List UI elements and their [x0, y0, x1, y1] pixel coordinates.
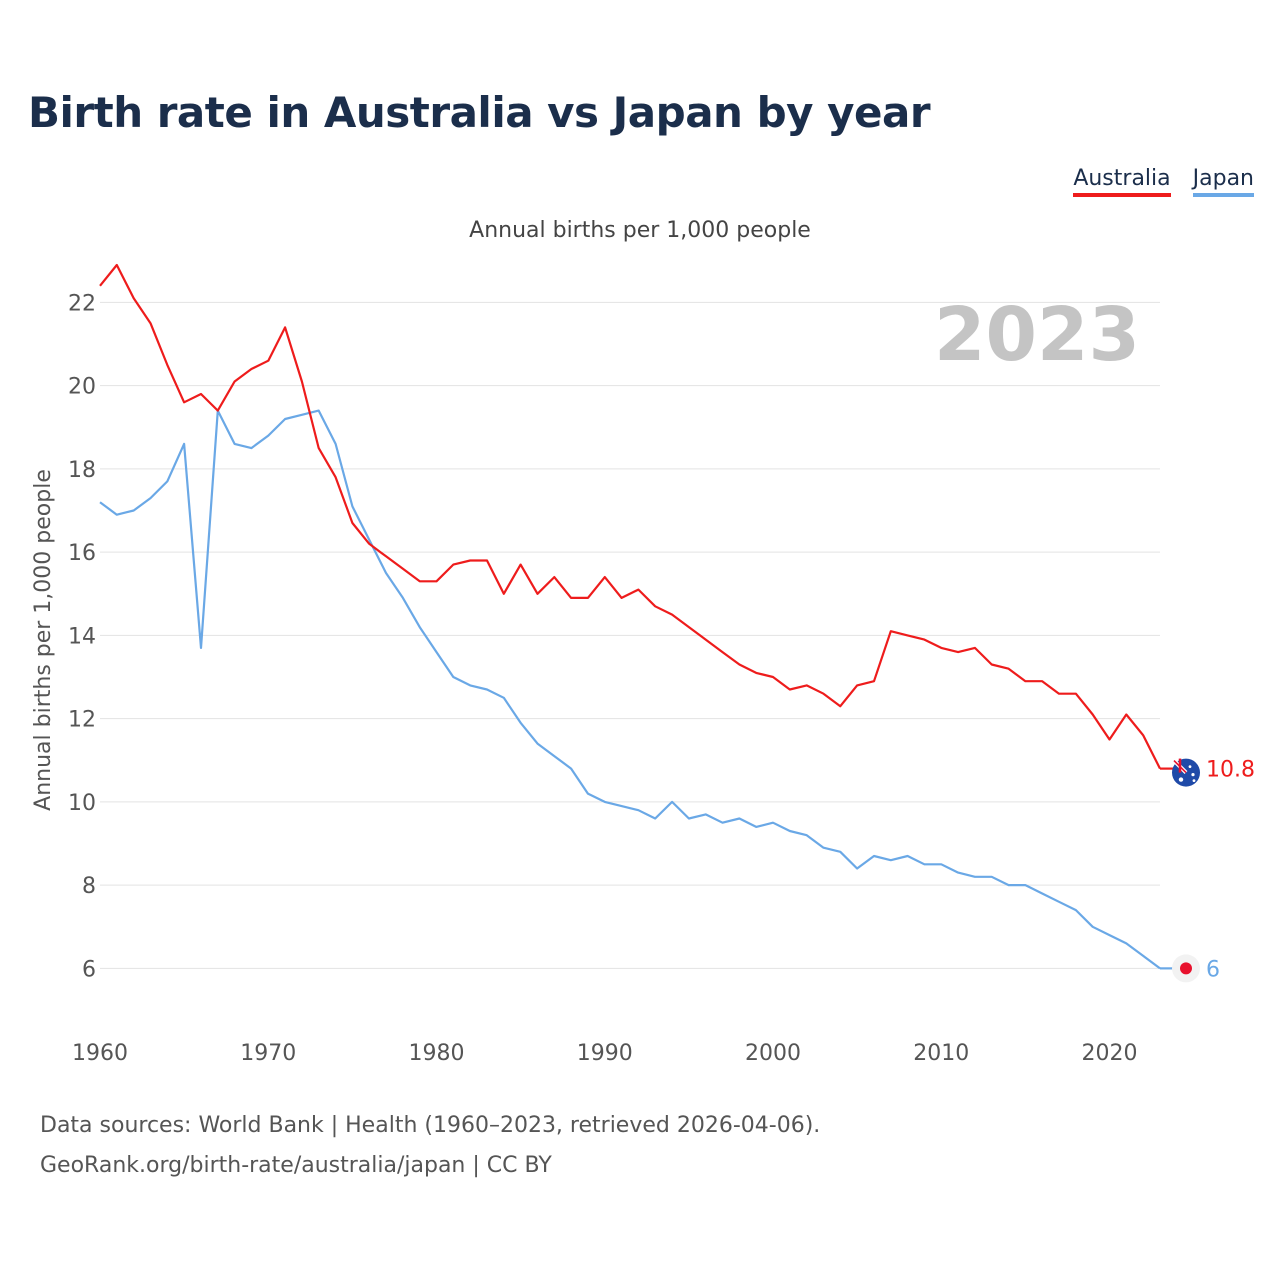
x-tick-label-1960: 1960: [72, 1041, 128, 1066]
end-value-label-japan: 6: [1206, 957, 1220, 982]
year-watermark: 2023: [934, 292, 1140, 378]
flag-star: [1188, 765, 1192, 768]
footer: Data sources: World Bank | Health (1960–…: [40, 1106, 820, 1186]
footer-sources: Data sources: World Bank | Health (1960–…: [40, 1113, 821, 1138]
australia-flag-icon: [1172, 758, 1200, 787]
legend-item-japan[interactable]: Japan: [1192, 166, 1254, 197]
x-tick-label-2020: 2020: [1082, 1041, 1138, 1066]
legend-item-australia[interactable]: Australia: [1073, 166, 1171, 197]
line-chart: 2023 6 8 10 12 14 16 18 20 22 1960 1970 1980 1990 20…: [31, 263, 1255, 1066]
end-value-label-australia: 10.8: [1206, 758, 1255, 783]
legend: Australia Japan: [1073, 166, 1254, 197]
y-tick-label-6: 6: [82, 957, 96, 982]
x-tick-label-1980: 1980: [409, 1041, 465, 1066]
x-tick-label-1990: 1990: [577, 1041, 633, 1066]
chart-title: Birth rate in Australia vs Japan by year: [28, 88, 931, 137]
y-tick-label-22: 22: [68, 291, 96, 316]
x-tick-label-1970: 1970: [240, 1041, 296, 1066]
footer-link[interactable]: GeoRank.org/birth-rate/australia/japan |…: [40, 1153, 552, 1178]
flag-star: [1178, 777, 1184, 782]
y-tick-label-20: 20: [68, 375, 96, 400]
series-line-australia: [99, 263, 1161, 770]
japan-flag-icon: [1172, 954, 1200, 983]
series-line-japan: [99, 409, 1161, 970]
flag-sun: [1180, 962, 1192, 975]
x-tick-label-2000: 2000: [745, 1041, 801, 1066]
flag-star: [1192, 779, 1196, 782]
y-tick-label-8: 8: [82, 874, 96, 899]
y-tick-label-18: 18: [68, 458, 96, 483]
flag-star: [1191, 772, 1195, 777]
y-tick-label-14: 14: [68, 624, 96, 649]
y-tick-label-10: 10: [68, 791, 96, 816]
y-tick-label-16: 16: [68, 541, 96, 566]
x-tick-label-2010: 2010: [913, 1041, 969, 1066]
y-tick-label-12: 12: [68, 708, 96, 733]
chart-subtitle: Annual births per 1,000 people: [469, 218, 811, 243]
y-axis-label: Annual births per 1,000 people: [31, 469, 56, 811]
